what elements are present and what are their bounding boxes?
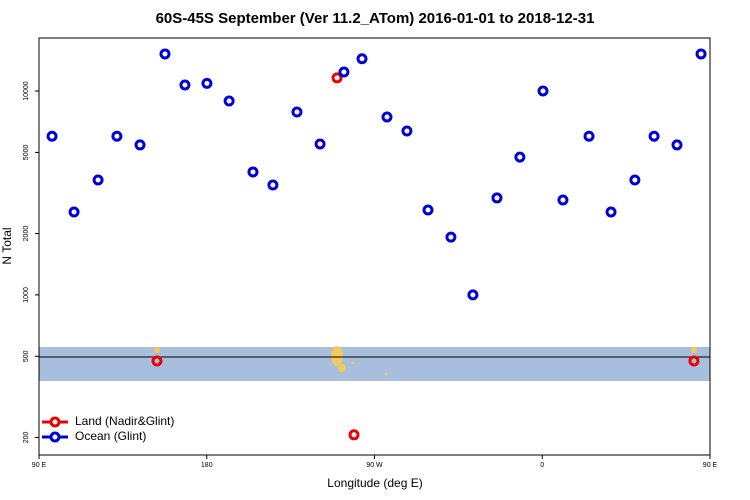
- point: [381, 111, 393, 123]
- point: [134, 139, 146, 151]
- y-tick-label: 5000: [23, 145, 30, 161]
- x-tick-label: 0: [540, 462, 544, 469]
- point: [491, 192, 503, 204]
- point: [537, 85, 549, 97]
- legend-label: Ocean (Glint): [75, 429, 146, 443]
- point: [267, 179, 279, 191]
- legend-label: Land (Nadir&Glint): [75, 414, 174, 428]
- y-tick-label: 1000: [23, 287, 30, 303]
- y-tick-label: 10000: [23, 81, 30, 101]
- point: [583, 130, 595, 142]
- chart-title: 60S-45S September (Ver 11.2_ATom) 2016-0…: [156, 10, 595, 27]
- point: [331, 72, 343, 84]
- point: [223, 95, 235, 107]
- y-tick-label: 500: [23, 350, 30, 362]
- x-tick-label: 90 E: [32, 462, 47, 469]
- legend-marker: [49, 416, 61, 428]
- point: [151, 355, 163, 367]
- y-tick-label: 2000: [23, 226, 30, 242]
- point: [291, 106, 303, 118]
- y-tick-label: 200: [23, 431, 30, 443]
- point: [356, 53, 368, 65]
- point: [401, 125, 413, 137]
- point: [159, 48, 171, 60]
- x-tick-label: 90 W: [366, 462, 383, 469]
- x-tick-label: 180: [201, 462, 213, 469]
- land-strip: [154, 346, 697, 376]
- point: [338, 66, 350, 78]
- plot-frame: [38, 37, 711, 456]
- point: [445, 231, 457, 243]
- legend-marker: [49, 431, 61, 443]
- point: [92, 174, 104, 186]
- y-axis-label: N Total: [0, 227, 14, 264]
- point: [46, 130, 58, 142]
- point: [514, 151, 526, 163]
- point: [201, 77, 213, 89]
- point: [422, 204, 434, 216]
- map-band: [39, 347, 710, 381]
- point: [348, 429, 360, 441]
- point: [605, 206, 617, 218]
- x-tick-label: 90 E: [703, 462, 718, 469]
- x-axis-label: Longitude (deg E): [327, 476, 422, 490]
- point: [695, 48, 707, 60]
- point: [671, 139, 683, 151]
- point: [629, 174, 641, 186]
- point: [648, 130, 660, 142]
- point: [467, 289, 479, 301]
- point: [111, 130, 123, 142]
- point: [247, 166, 259, 178]
- point: [68, 206, 80, 218]
- point: [557, 194, 569, 206]
- point: [314, 138, 326, 150]
- point: [179, 79, 191, 91]
- point: [688, 355, 700, 367]
